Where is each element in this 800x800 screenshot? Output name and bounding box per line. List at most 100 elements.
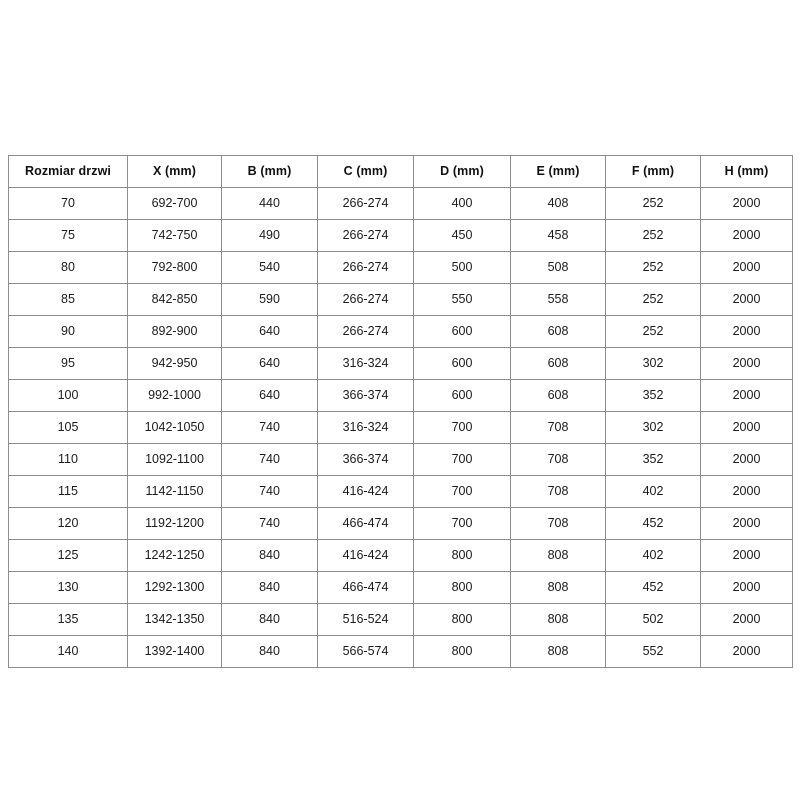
cell-value: 590 [221,283,318,316]
cell-value: 640 [221,347,318,380]
cell-value: 440 [221,187,318,220]
cell-value: 608 [510,347,606,380]
table-row: 80 792-800 540 266-274 500 508 252 2000 [8,251,793,284]
cell-value: 500 [413,251,511,284]
cell-door-size: 115 [8,475,128,508]
table-row: 135 1342-1350 840 516-524 800 808 502 2000 [8,603,793,636]
cell-value: 992-1000 [127,379,222,412]
column-header-2: B (mm) [221,155,318,188]
cell-value: 2000 [700,571,793,604]
cell-value: 558 [510,283,606,316]
table-header: Rozmiar drzwi X (mm) B (mm) C (mm) D (mm) E (… [8,155,793,188]
cell-value: 740 [221,475,318,508]
table-row: 110 1092-1100 740 366-374 700 708 352 2000 [8,443,793,476]
table-row: 85 842-850 590 266-274 550 558 252 2000 [8,283,793,316]
cell-value: 708 [510,443,606,476]
cell-door-size: 70 [8,187,128,220]
table-row: 105 1042-1050 740 316-324 700 708 302 2000 [8,411,793,444]
table-row: 130 1292-1300 840 466-474 800 808 452 2000 [8,571,793,604]
table-row: 120 1192-1200 740 466-474 700 708 452 2000 [8,507,793,540]
cell-value: 2000 [700,219,793,252]
table-body: 70 692-700 440 266-274 400 408 252 2000 75 742-75… [8,187,793,668]
cell-value: 452 [605,507,701,540]
cell-value: 1142-1150 [127,475,222,508]
column-header-6: F (mm) [605,155,701,188]
table-row: 140 1392-1400 840 566-574 800 808 552 2000 [8,635,793,668]
cell-value: 640 [221,379,318,412]
cell-value: 608 [510,379,606,412]
table-header-row: Rozmiar drzwi X (mm) B (mm) C (mm) D (mm) E (… [8,155,793,188]
cell-value: 840 [221,635,318,668]
column-header-3: C (mm) [317,155,414,188]
cell-value: 740 [221,411,318,444]
cell-value: 708 [510,411,606,444]
cell-value: 252 [605,283,701,316]
cell-value: 416-424 [317,539,414,572]
cell-value: 700 [413,507,511,540]
cell-value: 700 [413,411,511,444]
cell-door-size: 105 [8,411,128,444]
cell-value: 2000 [700,251,793,284]
cell-value: 708 [510,475,606,508]
cell-value: 742-750 [127,219,222,252]
cell-value: 800 [413,539,511,572]
cell-value: 2000 [700,379,793,412]
cell-value: 402 [605,475,701,508]
cell-value: 700 [413,443,511,476]
cell-value: 266-274 [317,315,414,348]
cell-value: 692-700 [127,187,222,220]
cell-door-size: 80 [8,251,128,284]
cell-door-size: 100 [8,379,128,412]
cell-value: 540 [221,251,318,284]
cell-value: 840 [221,571,318,604]
cell-value: 1092-1100 [127,443,222,476]
cell-value: 808 [510,539,606,572]
cell-value: 1192-1200 [127,507,222,540]
cell-value: 808 [510,571,606,604]
cell-value: 2000 [700,507,793,540]
cell-value: 252 [605,187,701,220]
column-header-7: H (mm) [700,155,793,188]
cell-value: 1392-1400 [127,635,222,668]
door-size-specification-table: Rozmiar drzwi X (mm) B (mm) C (mm) D (mm) E (… [8,155,793,668]
cell-door-size: 120 [8,507,128,540]
cell-value: 366-374 [317,379,414,412]
cell-value: 2000 [700,635,793,668]
table-row: 115 1142-1150 740 416-424 700 708 402 2000 [8,475,793,508]
cell-value: 842-850 [127,283,222,316]
cell-door-size: 85 [8,283,128,316]
cell-value: 2000 [700,187,793,220]
cell-value: 640 [221,315,318,348]
cell-value: 366-374 [317,443,414,476]
table-row: 95 942-950 640 316-324 600 608 302 2000 [8,347,793,380]
column-header-0: Rozmiar drzwi [8,155,128,188]
cell-door-size: 90 [8,315,128,348]
cell-value: 892-900 [127,315,222,348]
cell-value: 352 [605,379,701,412]
table-row: 70 692-700 440 266-274 400 408 252 2000 [8,187,793,220]
cell-value: 708 [510,507,606,540]
cell-value: 252 [605,315,701,348]
cell-value: 600 [413,379,511,412]
cell-value: 740 [221,507,318,540]
cell-value: 502 [605,603,701,636]
cell-value: 508 [510,251,606,284]
cell-door-size: 75 [8,219,128,252]
cell-value: 302 [605,347,701,380]
cell-value: 516-524 [317,603,414,636]
cell-value: 416-424 [317,475,414,508]
cell-value: 402 [605,539,701,572]
cell-door-size: 135 [8,603,128,636]
cell-value: 466-474 [317,571,414,604]
table-row: 75 742-750 490 266-274 450 458 252 2000 [8,219,793,252]
cell-value: 352 [605,443,701,476]
cell-door-size: 110 [8,443,128,476]
cell-door-size: 130 [8,571,128,604]
cell-value: 840 [221,603,318,636]
cell-value: 2000 [700,283,793,316]
cell-value: 490 [221,219,318,252]
cell-door-size: 95 [8,347,128,380]
column-header-1: X (mm) [127,155,222,188]
cell-value: 466-474 [317,507,414,540]
